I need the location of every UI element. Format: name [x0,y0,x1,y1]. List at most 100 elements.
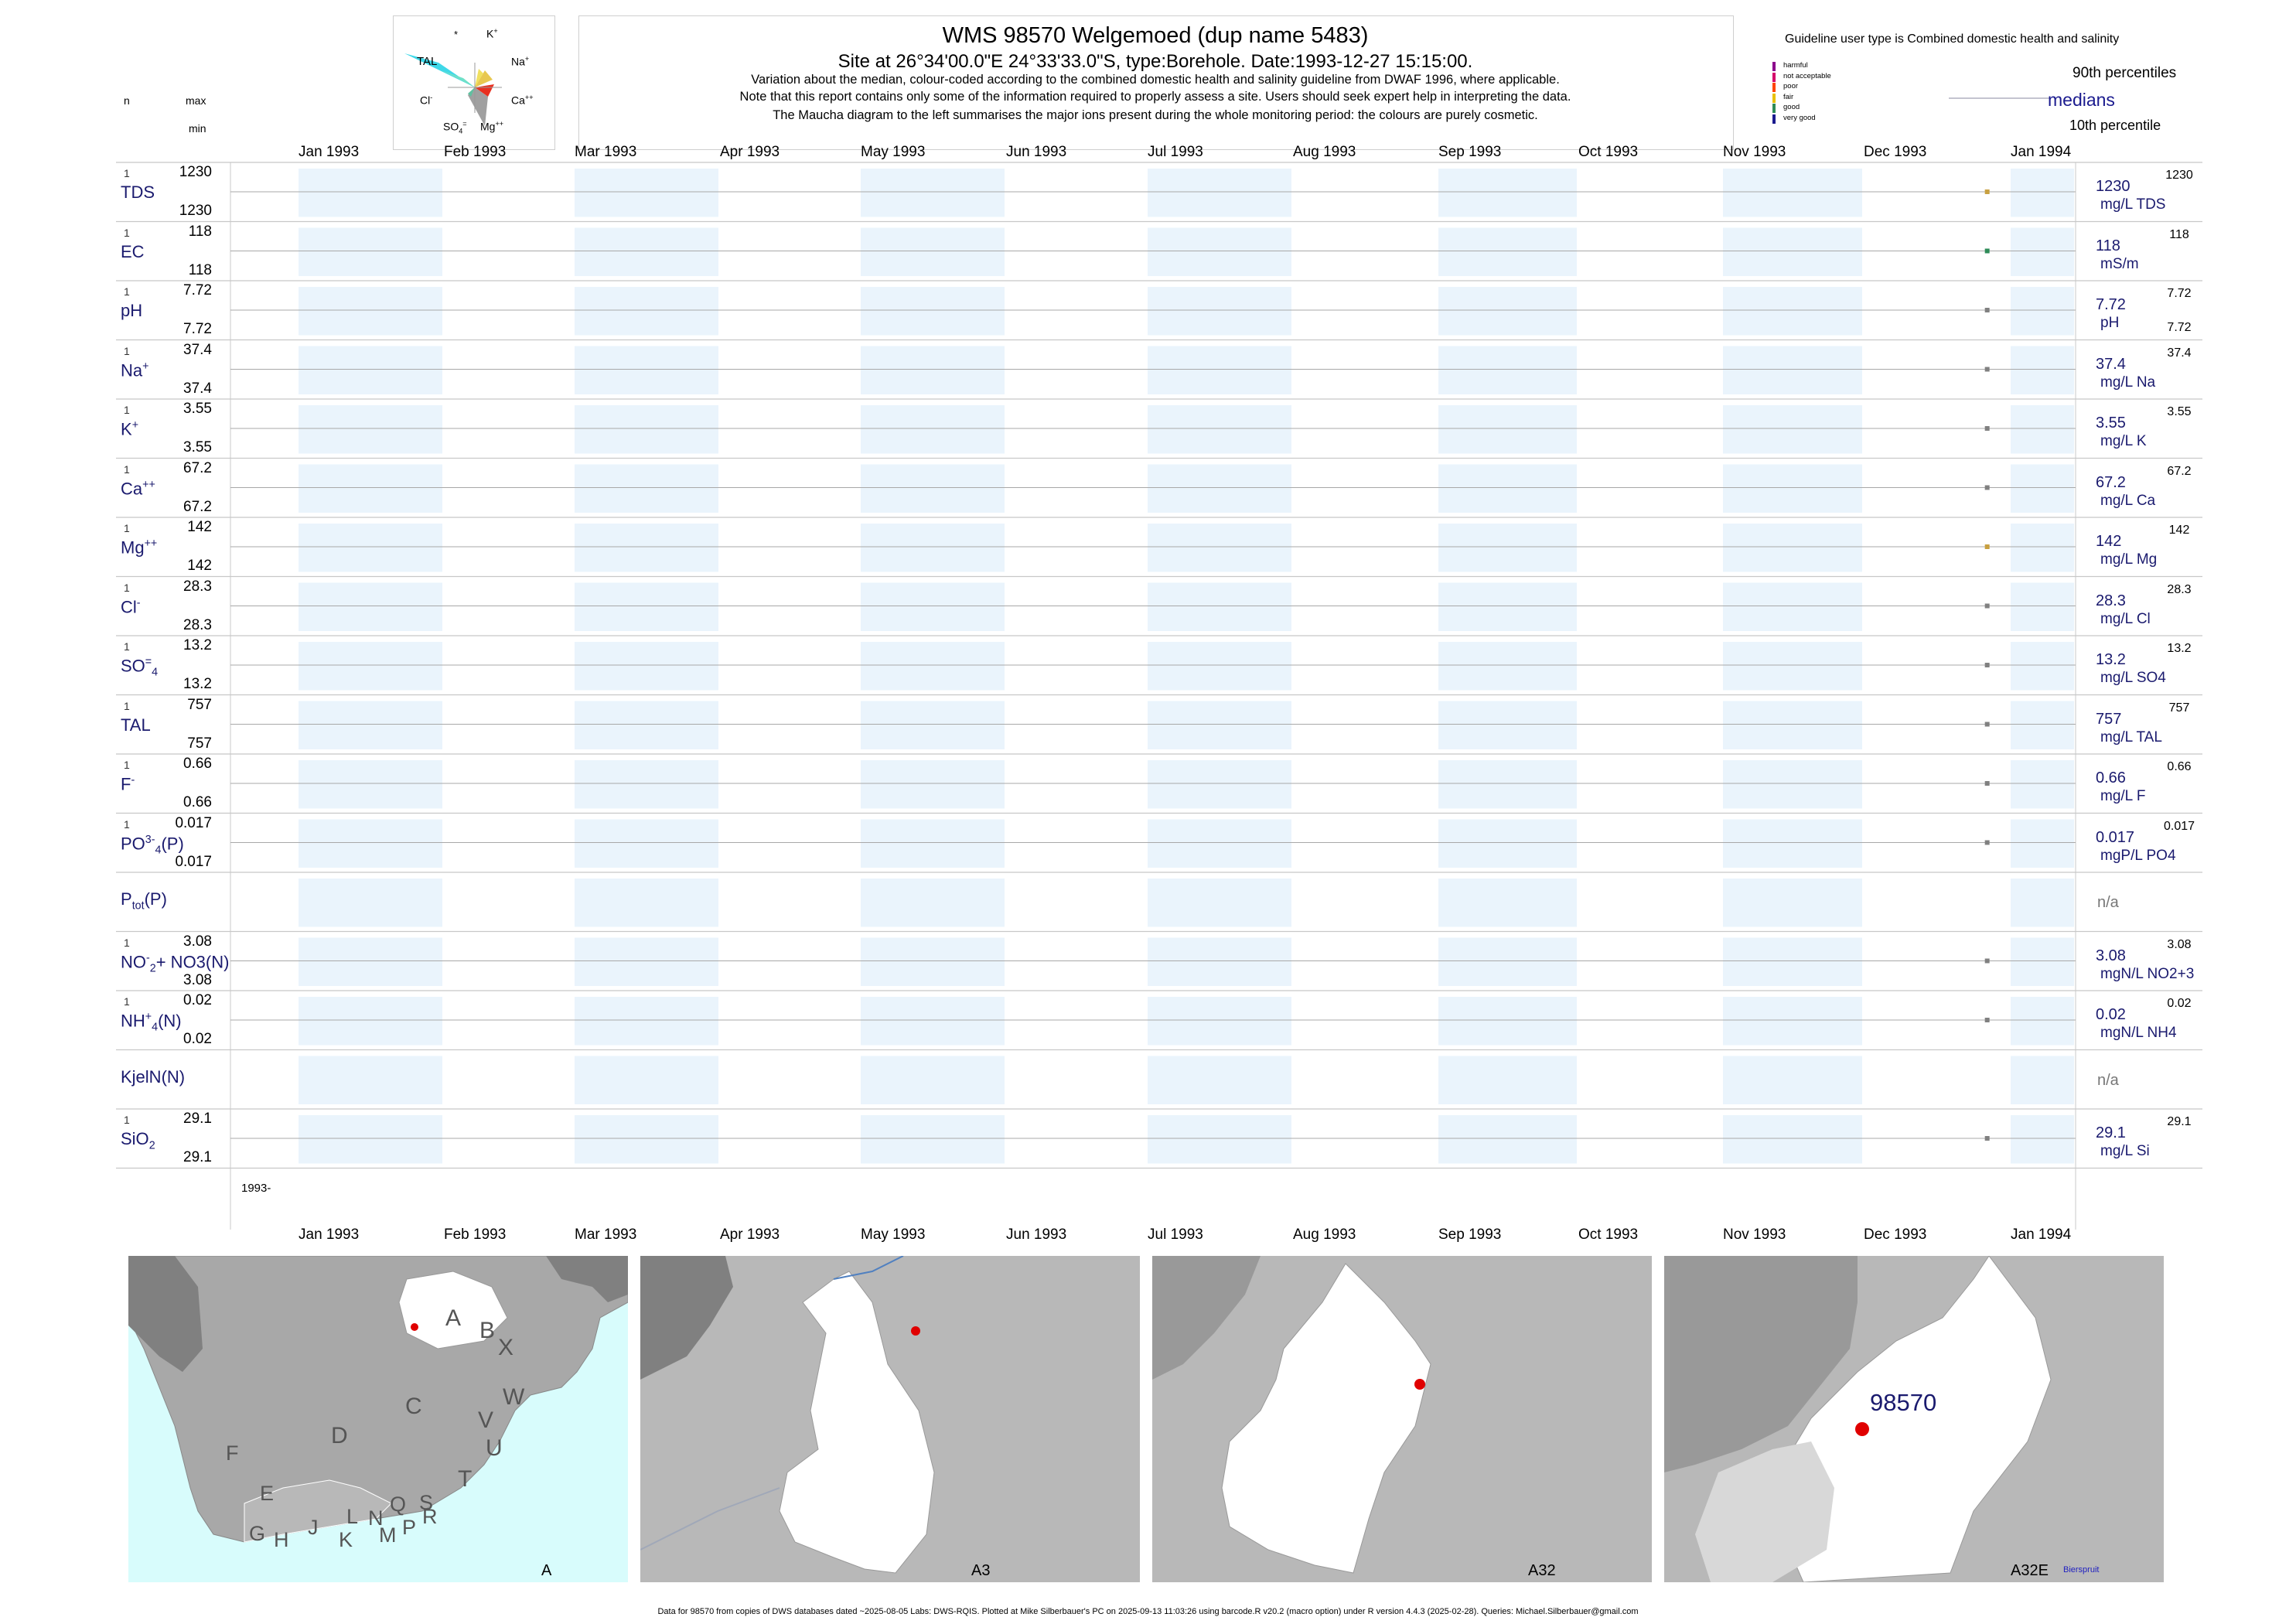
row-label: Cl- [121,596,141,616]
month-band [299,524,442,572]
maucha-label-ca: Ca++ [511,94,534,107]
month-band [861,169,1005,217]
row-n: 1 [124,226,130,239]
row-p90: 3.08 [2167,937,2192,951]
row-min: 0.02 [183,1031,212,1047]
month-band [299,1056,442,1104]
month-band [861,642,1005,691]
legend-swatch [1772,72,1776,82]
row-p90: 37.4 [2167,346,2192,360]
row-na: n/a [2097,894,2119,911]
row-max: 7.72 [183,282,212,299]
month-label-bottom: Dec 1993 [1864,1227,1927,1243]
month-label-bottom: Sep 1993 [1438,1227,1502,1243]
month-band [2011,464,2074,513]
data-point [1984,781,1990,786]
row-unit: mgN/L NO2+3 [2100,965,2195,982]
map-a3 [640,1256,1140,1582]
row-max: 29.1 [183,1111,212,1127]
row-unit: mS/m [2100,255,2139,272]
map-site-marker [1414,1379,1425,1390]
legend-swatch [1772,62,1776,71]
month-band [1148,524,1291,572]
row-label: SiO2 [121,1129,155,1152]
row-min: 3.55 [183,439,212,455]
month-band [575,1115,718,1164]
row-max: 0.017 [175,814,212,831]
month-band [299,582,442,631]
month-band [299,760,442,809]
month-band [1723,405,1862,454]
month-label-top: Apr 1993 [720,144,780,160]
month-band [2011,1056,2074,1104]
month-band [2011,169,2074,217]
month-band [1723,464,1862,513]
month-band [575,1056,718,1104]
data-point [1984,722,1990,727]
month-band [575,937,718,986]
row-p90: 142 [2168,524,2190,537]
month-band [575,287,718,336]
row-max: 757 [187,696,212,713]
month-label-bottom: Jan 1993 [299,1227,360,1243]
row-p90: 3.55 [2167,405,2192,418]
month-band [575,819,718,868]
map-region-letter: A [445,1305,462,1331]
month-band [1148,760,1291,809]
column-head-max: max [186,94,206,107]
month-label-bottom: Mar 1993 [575,1227,637,1243]
row-min: 29.1 [183,1149,212,1165]
row-min: 0.66 [183,794,212,810]
month-band [299,642,442,691]
row-min: 28.3 [183,616,212,633]
month-band [2011,997,2074,1046]
month-band [861,819,1005,868]
month-label-top: Nov 1993 [1723,144,1786,160]
row-min: 142 [187,558,212,574]
row-min: 7.72 [183,321,212,337]
row-n: 1 [124,1114,130,1126]
map-region-letter: H [274,1528,289,1551]
row-unit: mg/L Mg [2100,551,2158,568]
month-band [1148,937,1291,986]
data-point [1984,248,1990,254]
maucha-diagram-box: * K+ TAL Na+ Cl- Ca++ SO4= Mg++ [393,15,555,150]
row-unit: mg/L F [2100,788,2146,804]
month-band [1148,1056,1291,1104]
month-band [1148,879,1291,927]
month-label-bottom: May 1993 [861,1227,926,1243]
data-point [1984,426,1990,431]
month-label-bottom: Jun 1993 [1006,1227,1067,1243]
month-band [1723,819,1862,868]
time-series-chart [116,162,2202,1230]
row-label: Na+ [121,360,149,380]
row-na: n/a [2097,1071,2119,1089]
month-band [575,760,718,809]
month-band [1723,997,1862,1046]
header-box [578,15,1734,150]
row-label: SO=4 [121,656,159,679]
month-band [2011,227,2074,276]
map-region-letter: V [478,1407,494,1433]
month-band [1148,405,1291,454]
map-region-letter: R [422,1505,438,1528]
row-n: 1 [124,522,130,534]
map-label-a3: A3 [971,1562,991,1579]
month-band [861,405,1005,454]
row-min: 13.2 [183,676,212,692]
month-label-bottom: Aug 1993 [1293,1227,1356,1243]
map-region-letter: K [339,1528,353,1551]
month-band [861,227,1005,276]
month-band [1438,937,1577,986]
month-label-bottom: Oct 1993 [1578,1227,1639,1243]
row-min: 37.4 [183,380,212,397]
month-band [1438,464,1577,513]
month-band [861,1115,1005,1164]
maucha-label-cl: Cl- [420,94,433,107]
row-p90: 118 [2169,227,2189,241]
legend-medians: medians [2048,90,2115,110]
month-band [1723,524,1862,572]
map-label-a32: A32 [1528,1562,1556,1579]
month-band [1438,701,1577,749]
row-p90: 29.1 [2167,1115,2192,1128]
